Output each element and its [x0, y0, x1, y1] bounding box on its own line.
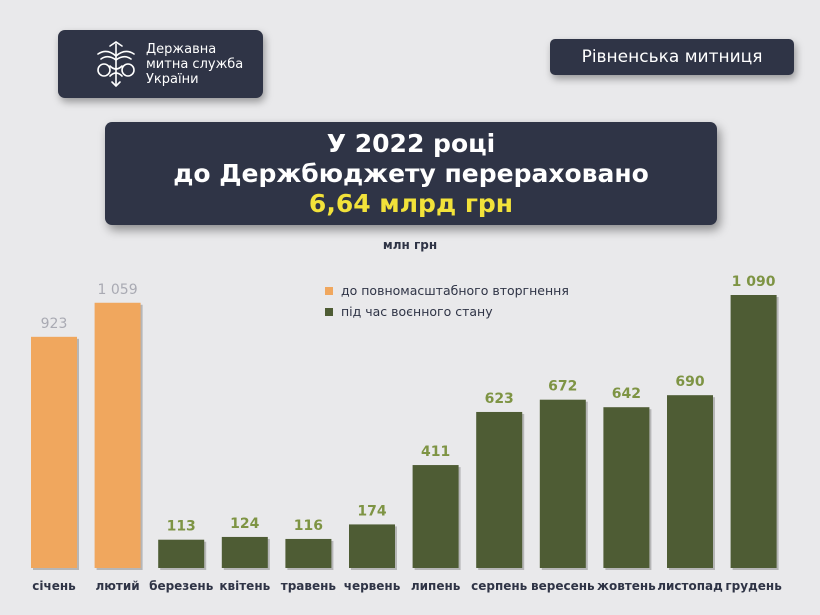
category-label: липень	[411, 579, 461, 593]
legend-item-war: під час воєнного стану	[325, 301, 569, 322]
category-label: листопад	[657, 579, 723, 593]
customs-office-badge: Рівненська митниця	[550, 39, 794, 75]
data-label: 672	[548, 379, 577, 395]
legend-item-before: до повномасштабного вторгнення	[325, 280, 569, 301]
customs-emblem-icon	[97, 41, 135, 88]
legend-label-before: до повномасштабного вторгнення	[341, 283, 569, 298]
data-label: 623	[485, 391, 514, 407]
bar-серпень	[476, 411, 523, 568]
bar-липень	[412, 465, 459, 568]
data-label: 923	[41, 316, 68, 332]
bar-листопад	[667, 395, 713, 568]
category-label: червень	[344, 579, 401, 593]
bar-березень	[158, 539, 205, 568]
legend-swatch-before	[325, 286, 333, 295]
legend-label-war: під час воєнного стану	[341, 304, 493, 319]
bar-вересень	[539, 399, 586, 568]
org-name-line: України	[146, 71, 199, 87]
headline-line-1: У 2022 році	[326, 128, 496, 158]
customs-service-logo: Державна митна служба України	[58, 30, 263, 98]
bar-квітень	[221, 536, 268, 568]
data-label: 116	[294, 518, 323, 534]
bar-жовтень	[603, 407, 650, 568]
headline-panel: У 2022 році до Держбюджету перераховано …	[105, 122, 717, 225]
category-label: вересень	[531, 579, 595, 593]
data-label: 124	[230, 516, 259, 532]
category-label: січень	[32, 579, 76, 593]
org-name: Державна митна служба України	[146, 42, 243, 87]
bar-січень	[31, 336, 77, 568]
bar-грудень	[730, 295, 777, 568]
data-label: 690	[675, 374, 704, 390]
chart-unit-label: млн грн	[382, 238, 438, 252]
category-label: жовтень	[597, 579, 656, 593]
data-label: 174	[357, 503, 386, 519]
category-label: грудень	[725, 579, 782, 593]
category-label: травень	[281, 579, 337, 593]
category-label: серпень	[471, 579, 528, 593]
data-label: 411	[421, 444, 450, 460]
category-label: березень	[149, 579, 214, 593]
bar-червень	[349, 524, 395, 568]
data-label: 113	[167, 519, 196, 535]
org-name-line: Державна	[146, 41, 217, 57]
category-label: квітень	[219, 579, 270, 593]
headline-amount: 6,64 млрд грн	[308, 188, 514, 218]
legend-swatch-war	[325, 307, 333, 316]
data-label: 642	[612, 386, 641, 402]
org-name-line: митна служба	[146, 56, 244, 72]
data-label: 1 090	[732, 274, 776, 290]
category-label: лютий	[95, 579, 139, 593]
headline-line-2: до Держбюджету перераховано	[173, 158, 649, 188]
bar-травень	[285, 538, 332, 568]
chart-legend: до повномасштабного вторгнення під час в…	[325, 280, 569, 322]
bar-лютий	[94, 302, 141, 568]
data-label: 1 059	[98, 282, 138, 298]
